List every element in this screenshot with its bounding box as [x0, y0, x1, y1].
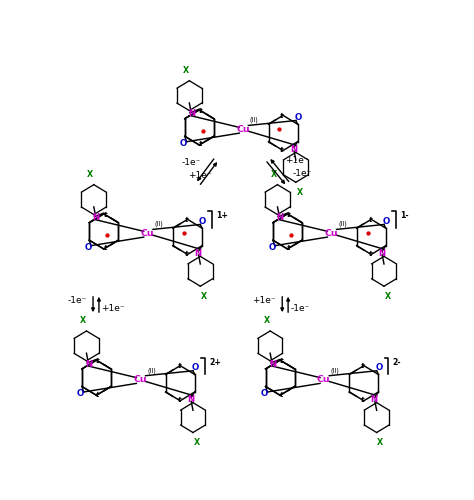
- Text: N: N: [378, 248, 385, 258]
- Text: t: t: [280, 147, 283, 153]
- Text: N: N: [93, 214, 100, 222]
- Text: (II): (II): [250, 117, 259, 123]
- Text: O: O: [180, 139, 187, 148]
- Text: X: X: [377, 438, 383, 447]
- Text: O: O: [84, 243, 91, 252]
- Text: O: O: [199, 217, 206, 226]
- Text: t: t: [361, 364, 365, 370]
- Text: -1e⁻: -1e⁻: [292, 169, 312, 178]
- Text: t: t: [184, 217, 188, 223]
- Text: t: t: [177, 397, 181, 403]
- Text: -1e⁻: -1e⁻: [291, 304, 310, 313]
- Text: N: N: [85, 360, 92, 368]
- Text: t: t: [368, 250, 372, 256]
- Text: (II): (II): [338, 221, 347, 228]
- Text: X: X: [193, 438, 200, 447]
- Text: t: t: [103, 212, 107, 218]
- Text: t: t: [287, 212, 291, 218]
- Text: t: t: [287, 245, 291, 251]
- Text: t: t: [280, 113, 283, 119]
- Text: O: O: [261, 390, 268, 398]
- Text: N: N: [371, 395, 378, 404]
- Text: O: O: [77, 390, 84, 398]
- Text: O: O: [294, 113, 301, 122]
- Text: N: N: [269, 360, 276, 368]
- Text: N: N: [188, 110, 195, 118]
- Text: 1+: 1+: [217, 212, 228, 220]
- Text: Cu: Cu: [324, 229, 338, 238]
- Text: t: t: [368, 217, 372, 223]
- Text: 1-: 1-: [400, 212, 409, 220]
- Text: t: t: [184, 250, 188, 256]
- Text: t: t: [280, 358, 283, 364]
- Text: O: O: [383, 217, 390, 226]
- Text: X: X: [264, 316, 270, 326]
- Text: O: O: [191, 363, 199, 372]
- Text: X: X: [271, 170, 277, 179]
- Text: t: t: [177, 364, 181, 370]
- Text: t: t: [199, 142, 202, 148]
- Text: Cu: Cu: [236, 125, 250, 134]
- Text: X: X: [80, 316, 86, 326]
- Text: (II): (II): [331, 367, 339, 374]
- Text: t: t: [199, 108, 202, 114]
- Text: (II): (II): [147, 367, 156, 374]
- Text: X: X: [384, 292, 391, 300]
- Text: Cu: Cu: [317, 375, 330, 384]
- Text: X: X: [296, 188, 302, 196]
- Text: Cu: Cu: [141, 229, 154, 238]
- Text: Cu: Cu: [133, 375, 147, 384]
- Text: X: X: [87, 170, 93, 179]
- Text: X: X: [201, 292, 207, 300]
- Text: 2+: 2+: [209, 358, 221, 366]
- Text: N: N: [290, 144, 297, 154]
- Text: +1e⁻: +1e⁻: [285, 156, 309, 164]
- Text: +1e⁻: +1e⁻: [252, 296, 276, 305]
- Text: X: X: [182, 66, 189, 75]
- Text: +1e⁻: +1e⁻: [188, 171, 212, 180]
- Text: +1e⁻: +1e⁻: [101, 304, 125, 313]
- Text: t: t: [361, 397, 365, 403]
- Text: (II): (II): [155, 221, 163, 228]
- Text: N: N: [276, 214, 283, 222]
- Text: t: t: [103, 245, 107, 251]
- Text: N: N: [187, 395, 194, 404]
- Text: t: t: [280, 392, 283, 398]
- Text: O: O: [268, 243, 275, 252]
- Text: t: t: [96, 392, 100, 398]
- Text: 2-: 2-: [393, 358, 401, 366]
- Text: t: t: [96, 358, 100, 364]
- Text: O: O: [375, 363, 383, 372]
- Text: -1e⁻: -1e⁻: [67, 296, 87, 305]
- Text: -1e⁻: -1e⁻: [181, 158, 201, 166]
- Text: N: N: [194, 248, 201, 258]
